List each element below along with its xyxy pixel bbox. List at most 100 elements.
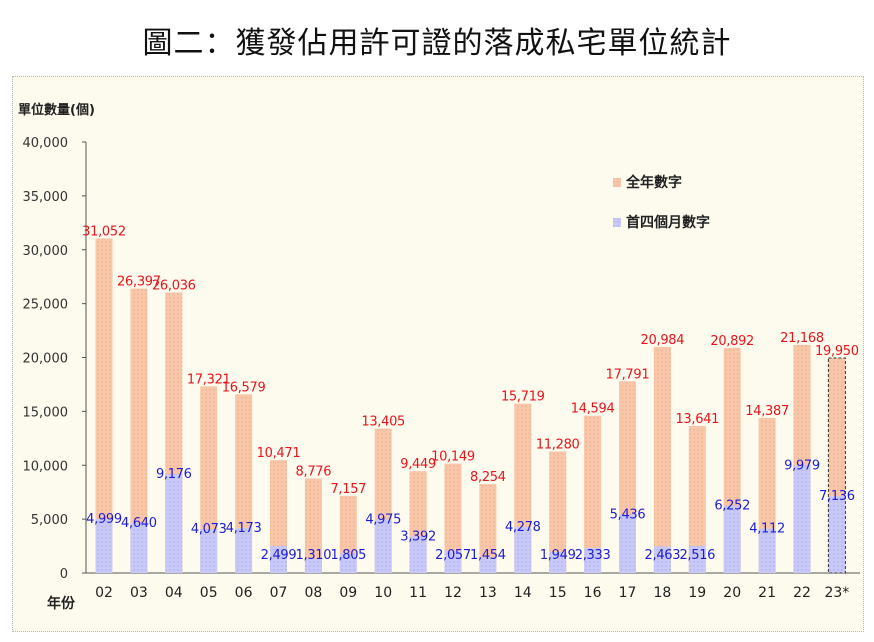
bar-first-four-months [688,545,706,573]
bar-first-four-months [165,474,183,573]
x-tick-label: 10 [374,585,392,601]
data-label-first-four-months: 3,392 [400,529,436,544]
bar-annual [584,415,602,573]
bar-first-four-months [549,551,567,573]
bar-first-four-months [374,519,392,573]
bar-first-four-months [758,528,776,573]
y-tick-label: 30,000 [23,244,69,259]
data-label-annual: 10,471 [257,446,301,461]
data-label-first-four-months: 6,252 [714,499,750,514]
bar-first-four-months [409,536,427,573]
x-tick-label: 03 [130,585,148,601]
data-label-annual: 13,405 [361,415,405,430]
data-label-annual: 20,892 [710,334,754,349]
data-label-first-four-months: 2,499 [261,548,297,563]
bar-first-four-months [270,546,287,573]
bar-annual [479,484,497,573]
bar-first-four-months [793,465,811,573]
x-tick-label: 19 [688,585,706,601]
data-label-first-four-months: 7,136 [819,489,855,504]
y-axis-label: 單位數量(個) [18,102,95,118]
data-label-annual: 14,387 [745,404,789,419]
y-tick-label: 35,000 [23,190,69,205]
x-axis-label: 年份 [47,595,76,612]
bar-first-four-months [653,546,671,573]
legend-label-first-four-months: 首四個月數字 [626,214,710,231]
data-label-annual: 9,449 [400,457,436,472]
y-tick-label: 5,000 [31,513,68,528]
data-label-first-four-months: 9,979 [784,458,820,473]
data-label-annual: 26,397 [117,275,161,290]
data-label-annual: 11,280 [536,437,580,452]
data-label-first-four-months: 4,173 [226,521,262,536]
data-label-annual: 13,641 [675,412,719,427]
data-label-annual: 19,950 [815,344,859,359]
bar-first-four-months [444,550,462,573]
data-label-annual: 31,052 [82,224,126,239]
x-tick-label: 14 [514,585,532,601]
bar-annual [688,426,706,573]
data-label-first-four-months: 2,516 [679,548,715,563]
data-label-annual: 17,321 [187,372,231,387]
bar-annual [270,460,287,573]
data-label-annual: 7,157 [330,482,366,497]
data-label-annual: 10,149 [431,450,475,465]
bar-annual [95,238,113,573]
bar-annual [653,346,671,573]
legend-swatch-annual [613,178,621,187]
data-label-first-four-months: 4,073 [191,522,227,537]
data-label-first-four-months: 1,805 [330,548,366,563]
bar-annual [304,478,322,573]
x-tick-label: 12 [444,585,462,601]
bar-first-four-months [723,505,741,573]
y-tick-label: 20,000 [23,352,69,367]
y-tick-label: 0 [60,567,68,582]
data-label-first-four-months: 2,057 [435,548,471,563]
x-tick-label: 15 [549,585,567,601]
y-tick-label: 15,000 [23,405,69,420]
y-tick-label: 10,000 [23,459,69,474]
x-tick-label: 05 [200,585,218,601]
data-label-first-four-months: 2,333 [575,548,611,563]
x-tick-label: 08 [304,585,322,601]
legend-label-annual: 全年數字 [625,174,682,191]
data-label-first-four-months: 2,463 [645,548,681,563]
x-tick-label: 09 [339,585,357,601]
bar-first-four-months [304,558,322,573]
data-label-first-four-months: 1,310 [296,548,332,563]
x-tick-label: 20 [723,585,741,601]
data-label-first-four-months: 1,949 [540,548,576,563]
data-label-first-four-months: 4,640 [121,516,157,531]
data-label-first-four-months: 4,278 [505,520,541,535]
data-label-first-four-months: 4,112 [749,522,785,537]
data-label-first-four-months: 9,176 [156,467,192,482]
data-label-annual: 8,254 [470,470,506,485]
bar-annual [549,451,567,573]
x-tick-label: 11 [409,585,427,601]
data-label-annual: 15,719 [501,390,545,405]
bar-first-four-months [828,496,846,573]
x-tick-label: 18 [653,585,671,601]
y-tick-label: 40,000 [23,136,69,151]
data-label-annual: 14,594 [571,402,615,417]
y-tick-label: 25,000 [23,298,69,313]
data-label-first-four-months: 4,975 [365,512,401,527]
bar-first-four-months [339,553,357,573]
bar-annual [200,386,218,573]
data-label-first-four-months: 1,454 [470,548,506,563]
bar-first-four-months [235,528,253,573]
x-tick-label: 07 [270,585,288,601]
bar-annual [130,288,148,573]
x-tick-label: 04 [165,585,183,601]
bar-first-four-months [514,526,532,573]
bar-first-four-months [130,523,148,573]
bar-first-four-months [479,557,497,573]
bar-first-four-months [95,519,113,573]
data-label-annual: 26,036 [152,278,196,293]
data-label-first-four-months: 5,436 [610,507,646,522]
bar-first-four-months [584,547,602,573]
data-label-annual: 8,776 [296,464,332,479]
estimate-outline [827,357,846,574]
x-tick-label: 06 [235,585,253,601]
